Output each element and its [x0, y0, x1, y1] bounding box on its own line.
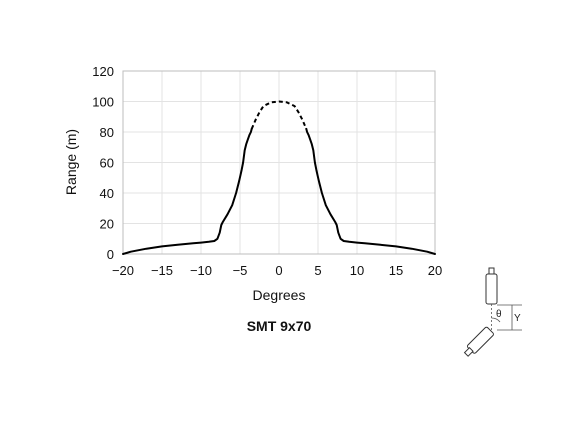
y-tick-label: 100 — [92, 95, 114, 110]
emitter-sensor-icon — [485, 273, 498, 305]
theta-symbol: θ — [496, 309, 502, 320]
plot-frame — [122, 70, 436, 255]
chart-title: SMT 9x70 — [247, 318, 312, 334]
y-tick-label: 40 — [100, 186, 114, 201]
y-tick-label: 120 — [92, 64, 114, 79]
y-tick-label: 0 — [107, 247, 114, 262]
range-curve — [122, 100, 436, 255]
x-tick-label: −20 — [112, 263, 134, 278]
y-tick-label: 20 — [100, 217, 114, 232]
x-axis-ticks: −20 −15 −10 −5 0 5 10 15 20 — [112, 263, 442, 278]
sensor-diagram: θ Y — [463, 267, 522, 357]
x-tick-label: 20 — [428, 263, 442, 278]
x-tick-label: 5 — [314, 263, 321, 278]
receiver-sensor-icon — [463, 326, 494, 357]
gridlines — [122, 70, 436, 255]
x-tick-label: −5 — [233, 263, 248, 278]
range-curve-solid-segment — [122, 127, 253, 255]
y-tick-label: 80 — [100, 125, 114, 140]
y-axis-label: Range (m) — [63, 129, 79, 195]
x-axis-label: Degrees — [253, 287, 306, 303]
x-tick-label: 15 — [389, 263, 403, 278]
x-tick-label: −10 — [190, 263, 212, 278]
y-offset-symbol: Y — [514, 313, 521, 324]
x-tick-label: −15 — [151, 263, 173, 278]
x-tick-label: 0 — [275, 263, 282, 278]
x-tick-label: 10 — [350, 263, 364, 278]
y-tick-label: 60 — [100, 156, 114, 171]
range-curve-solid-segment — [305, 127, 436, 255]
y-axis-ticks: 0 20 40 60 80 100 120 — [92, 64, 114, 262]
range-curve-dashed-segment — [250, 100, 308, 130]
